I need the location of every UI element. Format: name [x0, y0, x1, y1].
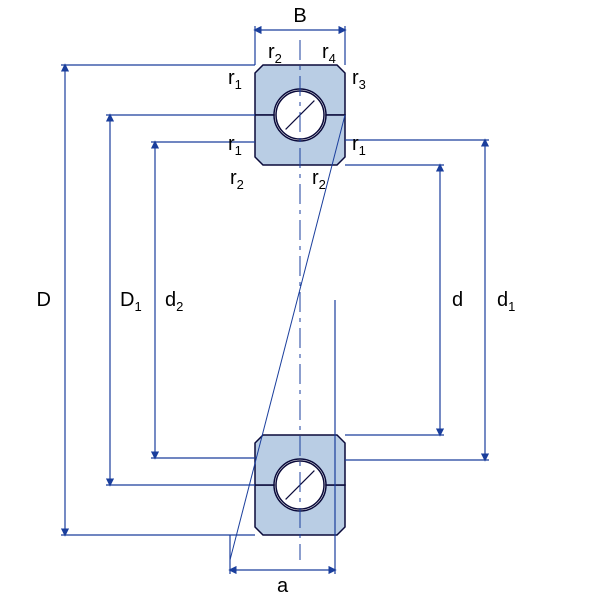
r1: r1	[228, 67, 242, 92]
r1: r1	[228, 133, 242, 158]
r4: r4	[322, 41, 336, 66]
D: D	[37, 289, 51, 311]
bearing-diagram: B D D1 d2 d d1 a r2 r4 r1 r3 r1 r1 r2 r2	[0, 0, 600, 600]
d1: d1	[497, 289, 515, 314]
r2: r2	[230, 167, 244, 192]
r1: r1	[352, 133, 366, 158]
r2: r2	[268, 41, 282, 66]
r2: r2	[312, 167, 326, 192]
D1: D1	[120, 289, 142, 314]
B: B	[293, 5, 306, 27]
a: a	[277, 575, 289, 597]
d: d	[452, 289, 463, 311]
d2: d2	[165, 289, 183, 314]
r3: r3	[352, 67, 366, 92]
